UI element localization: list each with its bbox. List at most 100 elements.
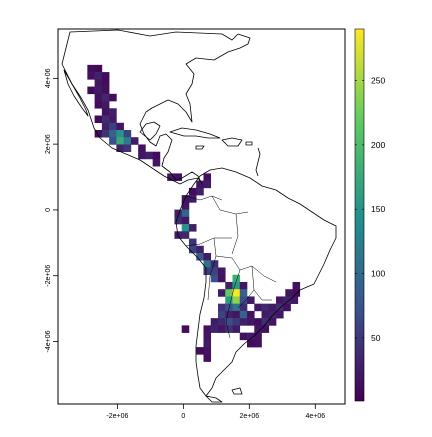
- coastlines: [61, 29, 337, 403]
- heatmap-cell: [152, 151, 161, 160]
- heatmap-cell: [203, 173, 212, 181]
- heatmap-cell: [276, 303, 284, 312]
- heatmap-cells: [87, 64, 301, 362]
- x-tick-label: -2e+06: [106, 413, 128, 420]
- heatmap-cell: [109, 129, 117, 138]
- heatmap-cell: [181, 224, 190, 232]
- heatmap-cell: [87, 64, 95, 73]
- heatmap-cell: [174, 216, 183, 225]
- heatmap-cell: [232, 281, 241, 290]
- heatmap-cell: [181, 231, 190, 239]
- colorbar: [354, 28, 365, 402]
- heatmap-cell: [123, 137, 132, 145]
- heatmap-cell: [268, 303, 277, 312]
- heatmap-cell: [283, 296, 291, 304]
- heatmap-cell: [174, 173, 183, 181]
- heatmap-cell: [203, 180, 212, 189]
- coastline-hispaniola: [221, 137, 243, 147]
- coastline-cuba: [169, 127, 221, 139]
- heatmap-cell: [283, 303, 291, 312]
- heatmap-cell: [94, 93, 103, 102]
- heatmap-cell: [239, 296, 248, 304]
- y-tick-label: 2e+06: [45, 134, 52, 154]
- coastline-tierra-del-fuego: [205, 395, 223, 403]
- heatmap-cell: [247, 310, 255, 319]
- x-tick-label: 2e+06: [239, 413, 259, 420]
- heatmap-cell: [268, 310, 277, 319]
- heatmap-cell: [247, 339, 255, 348]
- heatmap-cell: [232, 303, 241, 312]
- heatmap-cell: [247, 296, 255, 304]
- heatmap-cell: [292, 281, 301, 290]
- heatmap-cell: [232, 296, 241, 304]
- heatmap-cell: [109, 115, 117, 124]
- heatmap-cell: [210, 267, 219, 276]
- colorbar-tick-label: 100: [371, 269, 385, 279]
- heatmap-cell: [203, 260, 212, 268]
- heatmap-cell: [203, 339, 212, 348]
- heatmap-cell: [232, 325, 241, 333]
- x-tick-label: 0: [181, 413, 185, 420]
- heatmap-cell: [203, 347, 212, 355]
- heatmap-cell: [94, 129, 103, 138]
- heatmap-cell: [196, 187, 204, 196]
- coastline-falklands: [231, 387, 243, 395]
- heatmap-cell: [239, 310, 248, 319]
- heatmap-cell: [188, 195, 197, 203]
- heatmap-cell: [203, 267, 212, 276]
- heatmap-cell: [247, 332, 255, 341]
- heatmap-cell: [109, 137, 117, 145]
- heatmap-cell: [217, 289, 226, 297]
- heatmap-cell: [196, 253, 204, 261]
- heatmap-cell: [196, 347, 204, 355]
- heatmap-cell: [181, 195, 190, 203]
- heatmap-cell: [239, 303, 248, 312]
- heatmap-cell: [116, 122, 124, 131]
- heatmap-cell: [109, 93, 117, 102]
- heatmap-cell: [152, 158, 161, 167]
- heatmap-cell: [181, 202, 190, 210]
- heatmap-cell: [261, 318, 270, 326]
- y-tick-label: 4e+06: [45, 68, 52, 88]
- heatmap-cell: [188, 245, 197, 254]
- heatmap-cell: [101, 101, 110, 109]
- heatmap-cell: [174, 209, 183, 218]
- y-axis: 4e+06 2e+06 0 -2e+06 -4e+06: [45, 68, 58, 353]
- x-axis: -2e+06 0 2e+06 4e+06: [106, 404, 325, 420]
- colorbar-tick-label: 200: [371, 140, 385, 150]
- heatmap-cell: [232, 289, 241, 297]
- heatmap-cell: [94, 79, 103, 87]
- heatmap-cell: [138, 144, 146, 152]
- heatmap-cell: [203, 325, 212, 333]
- heatmap-cell: [203, 354, 212, 362]
- heatmap-cell: [116, 129, 124, 138]
- heatmap-cell: [196, 245, 204, 254]
- heatmap-cell: [181, 216, 190, 225]
- heatmap-cell: [101, 79, 110, 87]
- heatmap-cell: [239, 318, 248, 326]
- heatmap-cell: [101, 115, 110, 124]
- heatmap-cell: [225, 310, 233, 319]
- heatmap-cell: [290, 296, 299, 304]
- heatmap-cell: [217, 267, 226, 276]
- heatmap-cell: [225, 318, 233, 326]
- heatmap-cell: [217, 274, 226, 283]
- heatmap-cell: [123, 129, 132, 138]
- heatmap-cell: [276, 296, 284, 304]
- heatmap-cell: [94, 86, 103, 95]
- coastline-antilles: [255, 147, 261, 177]
- heatmap-cell: [101, 108, 110, 116]
- heatmap-cell: [239, 289, 248, 297]
- heatmap-cell: [181, 325, 190, 333]
- heatmap-cell: [203, 332, 212, 341]
- heatmap-cell: [225, 296, 233, 304]
- heatmap-cell: [145, 151, 153, 160]
- heatmap-cell: [285, 289, 293, 297]
- colorbar-legend: 50 100 150 200 250: [354, 28, 385, 402]
- heatmap-cell: [101, 129, 110, 138]
- coastline-north-america: [61, 29, 251, 185]
- plot-frame: [57, 28, 346, 405]
- heatmap-cell: [167, 173, 175, 181]
